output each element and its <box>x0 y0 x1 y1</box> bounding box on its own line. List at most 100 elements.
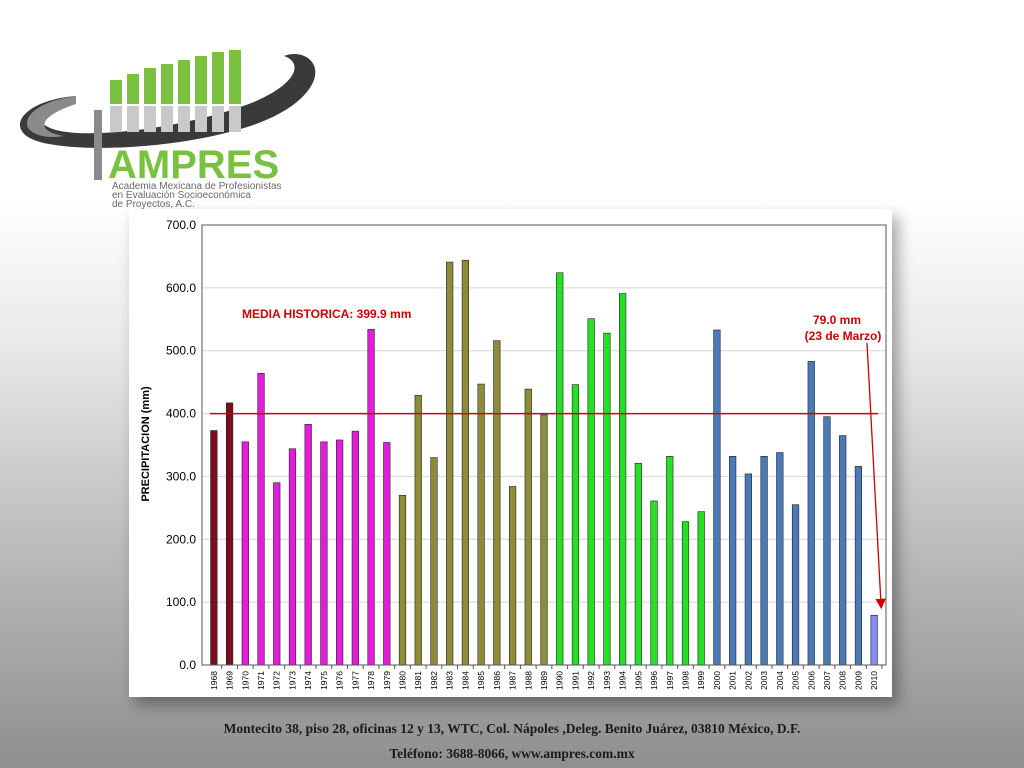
x-tick-label: 2010 <box>869 671 879 690</box>
x-tick-label: 1968 <box>209 671 219 690</box>
y-tick-label: 100.0 <box>166 595 196 609</box>
bars <box>210 259 878 666</box>
bar-1985 <box>477 383 485 666</box>
bar-2000 <box>713 329 721 666</box>
bar-1970 <box>241 441 249 666</box>
x-tick-label: 2009 <box>853 671 863 690</box>
historical-mean-label: MEDIA HISTORICA: 399.9 mm <box>242 307 411 321</box>
logo-line-3: de Proyectos, A.C. <box>112 199 195 210</box>
bar-1968 <box>210 430 218 666</box>
y-tick-label: 500.0 <box>166 344 196 358</box>
bar-2010 <box>870 615 878 666</box>
bar-1997 <box>666 456 674 666</box>
y-tick-label: 0.0 <box>179 658 196 672</box>
bar-1988 <box>524 388 532 666</box>
bar-1975 <box>320 441 328 666</box>
y-tick-label: 200.0 <box>166 532 196 546</box>
bar-1979 <box>383 442 391 666</box>
bar-1998 <box>681 521 690 666</box>
last-date-label: (23 de Marzo) <box>805 329 882 343</box>
y-tick-label: 300.0 <box>166 469 196 483</box>
last-value-label: 79.0 mm <box>813 313 861 327</box>
bar-1973 <box>288 448 297 666</box>
logo-line-1: Academia Mexicana de Profesionistas <box>112 181 282 192</box>
bar-1980 <box>398 494 407 666</box>
x-tick-label: 1987 <box>508 671 518 690</box>
x-tick-label: 1992 <box>586 671 596 690</box>
bar-2007 <box>823 416 831 666</box>
bar-2002 <box>744 473 752 666</box>
bar-2008 <box>839 435 847 666</box>
x-tick-label: 2008 <box>838 671 848 690</box>
x-tick-label: 1999 <box>696 671 706 690</box>
ampres-logo: AMPRES Academia Mexicana de Profesionist… <box>19 50 316 210</box>
bar-1994 <box>619 293 627 666</box>
bar-1981 <box>414 395 422 666</box>
x-tick-label: 1985 <box>476 671 486 690</box>
logo-wordmark: AMPRES <box>108 143 279 187</box>
x-tick-label: 1984 <box>460 671 470 690</box>
x-tick-label: 2001 <box>728 671 738 690</box>
annotation-arrow <box>866 342 886 610</box>
x-tick-label: 1978 <box>366 671 376 690</box>
x-tick-label: 1996 <box>649 671 659 690</box>
y-tick-label: 400.0 <box>166 407 196 421</box>
bar-1987 <box>508 486 517 666</box>
x-tick-label: 1990 <box>555 671 565 690</box>
bar-1984 <box>461 259 469 666</box>
bar-1992 <box>587 318 595 666</box>
bar-2003 <box>760 456 768 666</box>
logo-line-2: en Evaluación Socioeconómica <box>112 190 251 201</box>
footer: Montecito 38, piso 28, oficinas 12 y 13,… <box>0 716 1024 766</box>
x-tick-label: 1993 <box>602 671 612 690</box>
x-tick-label: 1982 <box>429 671 439 690</box>
bar-1972 <box>273 482 281 666</box>
x-tick-label: 1981 <box>413 671 423 690</box>
bar-1986 <box>493 340 501 666</box>
bar-1976 <box>336 439 344 666</box>
bar-2004 <box>776 452 784 666</box>
x-tick-label: 1989 <box>539 671 549 690</box>
x-tick-label: 1969 <box>225 671 235 690</box>
precipitation-bar-chart: 0.0 100.0 200.0 300.0 400.0 500.0 600.0 700.0 1… <box>140 218 887 690</box>
bar-1989 <box>540 414 548 666</box>
y-tick-labels: 0.0 100.0 200.0 300.0 400.0 500.0 600.0 700.0 <box>166 218 196 672</box>
bar-1991 <box>571 384 580 666</box>
x-tick-label: 1974 <box>303 671 313 690</box>
x-tick-label: 1979 <box>382 671 392 690</box>
x-tick-label: 1980 <box>398 671 408 690</box>
x-tick-label: 1988 <box>523 671 533 690</box>
x-tick-label: 1973 <box>287 671 297 690</box>
bar-1969 <box>225 402 234 666</box>
x-tick-label: 2003 <box>759 671 769 690</box>
y-tick-label: 700.0 <box>166 218 196 232</box>
footer-contact: Teléfono: 3688-8066, www.ampres.com.mx <box>389 746 635 761</box>
bar-1971 <box>257 373 265 666</box>
bar-1999 <box>697 511 705 666</box>
bar-1974 <box>304 423 312 666</box>
x-tick-label: 1975 <box>319 671 329 690</box>
x-tick-label: 1991 <box>570 671 580 690</box>
x-tick-label: 1977 <box>350 671 360 690</box>
x-tick-label: 2006 <box>806 671 816 690</box>
bar-1977 <box>351 430 359 666</box>
x-tick-label: 1995 <box>633 671 643 690</box>
x-tick-label: 2005 <box>791 671 801 690</box>
bar-2005 <box>791 504 800 666</box>
x-tick-label: 1971 <box>256 671 266 690</box>
bar-1996 <box>650 500 658 666</box>
x-tick-label: 1972 <box>272 671 282 690</box>
x-tick-label: 1970 <box>240 671 250 690</box>
bar-2006 <box>807 361 815 666</box>
bar-2009 <box>854 466 863 666</box>
x-tick-label: 2004 <box>775 671 785 690</box>
footer-address: Montecito 38, piso 28, oficinas 12 y 13,… <box>223 721 801 736</box>
bar-1982 <box>430 457 438 666</box>
x-tick-labels: 1968 1969 1970 1971 1972 1973 1974 1975 1976 1977… <box>209 665 883 690</box>
x-tick-label: 1994 <box>618 671 628 690</box>
bar-1993 <box>603 332 611 666</box>
x-tick-label: 1983 <box>445 671 455 690</box>
bar-1978 <box>367 329 375 666</box>
chart-panel: 0.0 100.0 200.0 300.0 400.0 500.0 600.0 700.0 1… <box>129 209 892 697</box>
y-axis-label: PRECIPITACION (mm) <box>140 386 152 502</box>
